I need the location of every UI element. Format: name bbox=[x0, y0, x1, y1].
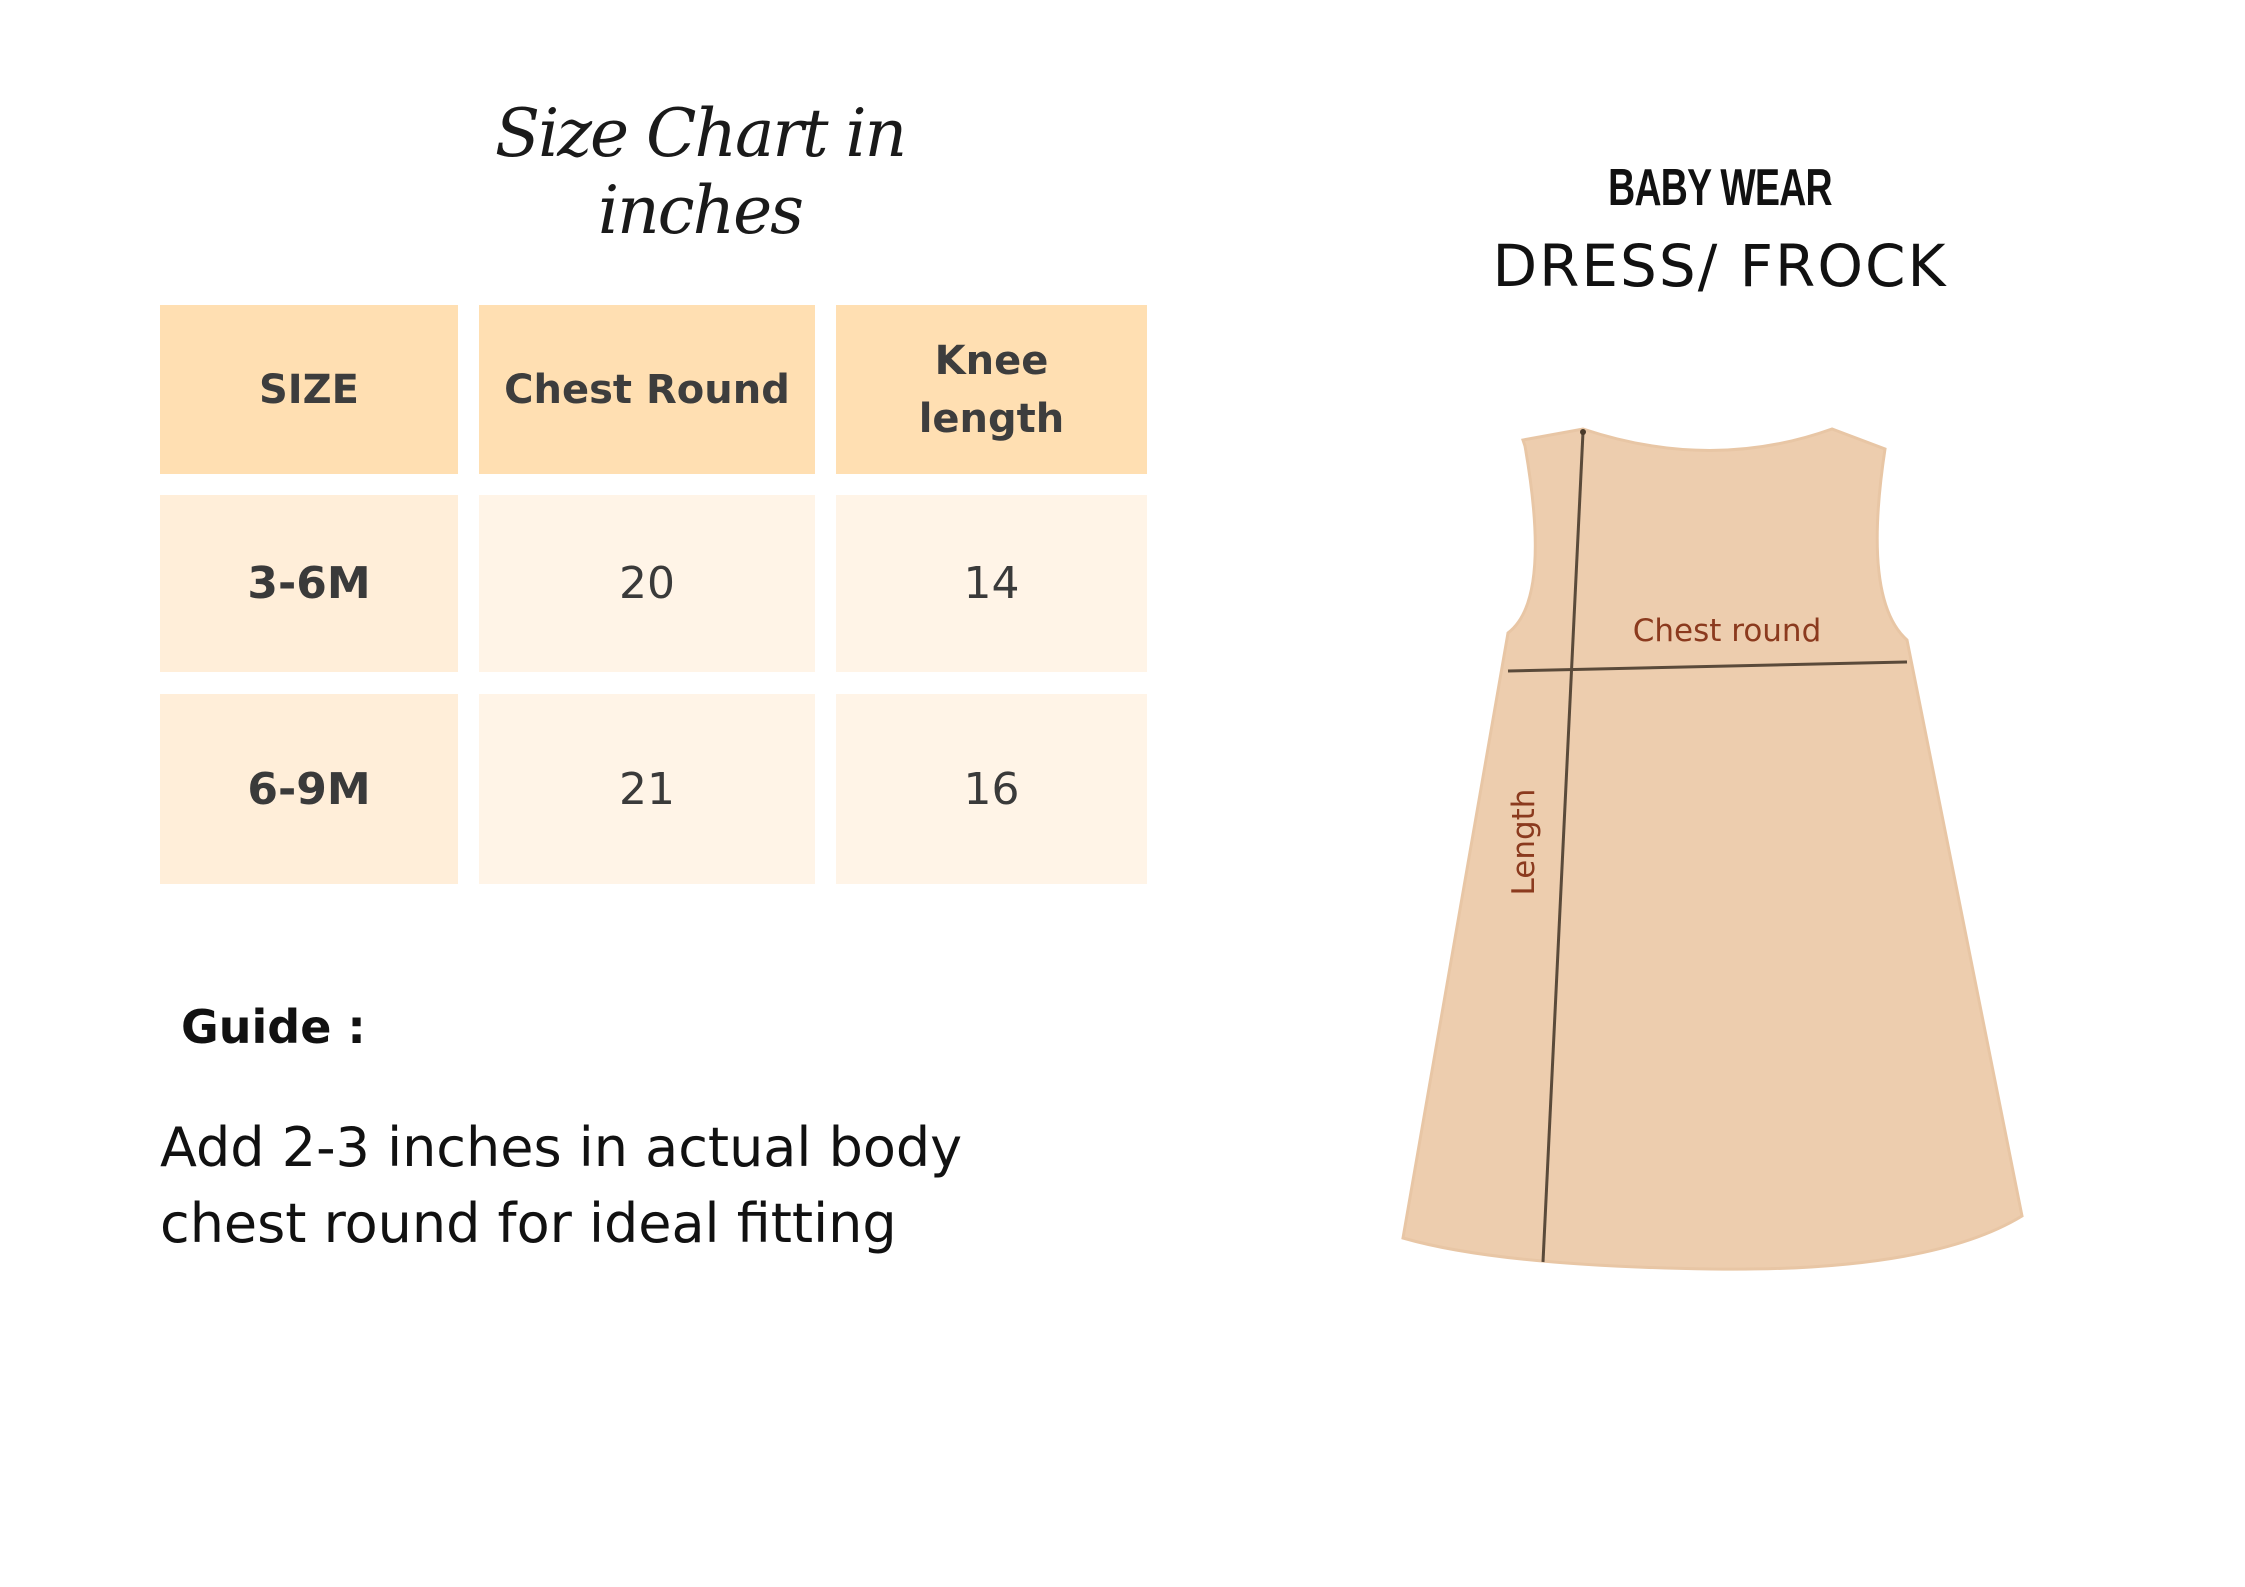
guide-text: Add 2-3 inches in actual body chest roun… bbox=[160, 1116, 963, 1255]
row-2-chest: 21 bbox=[479, 694, 815, 884]
page-title: Size Chart in inches bbox=[494, 95, 907, 249]
product-name: DRESS/ FROCK bbox=[1492, 232, 1948, 300]
row-1-chest: 20 bbox=[479, 495, 815, 672]
row-2-size: 6-9M bbox=[160, 694, 458, 884]
length-line bbox=[1541, 431, 1585, 1263]
chest-round-label: Chest round bbox=[1633, 613, 1822, 649]
chest-line bbox=[1507, 660, 1908, 673]
header-chest-round: Chest Round bbox=[479, 305, 815, 474]
row-1-size: 3-6M bbox=[160, 495, 458, 672]
length-line-endpoint bbox=[1580, 429, 1586, 435]
row-1-knee: 14 bbox=[836, 495, 1147, 672]
row-2-knee: 16 bbox=[836, 694, 1147, 884]
guide-heading: Guide : bbox=[181, 1000, 366, 1054]
header-size: SIZE bbox=[160, 305, 458, 474]
product-category: BABY WEAR bbox=[1608, 159, 1832, 217]
dress-shape bbox=[1401, 427, 2024, 1271]
length-label: Length bbox=[1506, 789, 1542, 896]
header-knee-length: Knee length bbox=[836, 305, 1147, 474]
